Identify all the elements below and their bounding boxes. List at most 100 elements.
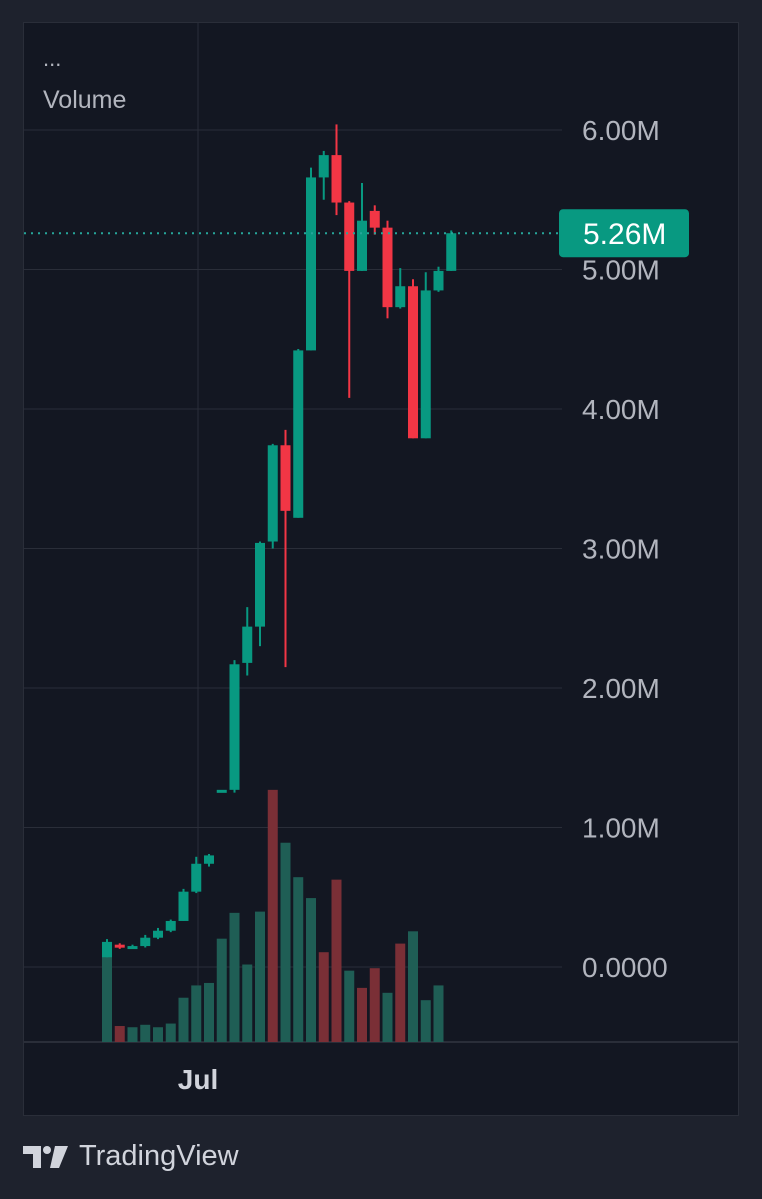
candle-body [229, 664, 240, 790]
candle [344, 201, 355, 398]
chart-frame[interactable] [23, 22, 739, 1116]
candle-body [369, 210, 380, 228]
candle-body [153, 930, 163, 938]
candle-body [408, 286, 418, 439]
candle-body [331, 155, 342, 203]
candle [280, 429, 291, 668]
candle-body [357, 220, 367, 271]
y-tick-label: 2.00M [582, 673, 660, 704]
last-value-label: 5.26M [583, 218, 666, 251]
volume-bar [178, 997, 189, 1042]
candle-body [382, 227, 393, 308]
tradingview-logo-icon [23, 1145, 68, 1168]
volume-bar [331, 879, 342, 1042]
candle-body [102, 941, 112, 958]
candle-body [165, 920, 176, 931]
candle-body [318, 155, 329, 178]
candle-body [178, 891, 189, 921]
volume-bar [395, 943, 406, 1042]
candle-body [216, 789, 227, 793]
candle [318, 150, 329, 200]
candle [382, 220, 393, 319]
brand-name: TradingView [79, 1140, 239, 1172]
candle [114, 943, 125, 949]
volume-bar [102, 950, 112, 1042]
y-tick-label: 5.00M [582, 255, 660, 286]
candle [216, 789, 227, 793]
volume-bar [306, 898, 316, 1042]
candle-body [191, 863, 202, 892]
y-tick-label: 1.00M [582, 813, 660, 844]
volume-bar [369, 968, 380, 1042]
volume-bar [408, 931, 418, 1042]
candle [306, 167, 316, 351]
volume-bar [280, 842, 291, 1042]
y-tick-label: 6.00M [582, 115, 660, 146]
candle [446, 230, 457, 271]
volume-bar [382, 992, 393, 1042]
volume-bar [191, 985, 202, 1042]
y-tick-label: 3.00M [582, 534, 660, 565]
last-value-badge [559, 209, 689, 258]
volume-bar [242, 964, 253, 1042]
candle [369, 205, 380, 235]
candle-body [114, 944, 125, 948]
candle-body [306, 177, 316, 351]
volume-bar [420, 1000, 431, 1042]
candle-body [204, 855, 214, 864]
tradingview-brand[interactable]: TradingView [23, 1140, 239, 1173]
candle-body [280, 445, 291, 511]
candle [255, 541, 265, 647]
candle-body [344, 202, 355, 271]
candle-body [446, 233, 457, 271]
candle [420, 272, 431, 439]
candle-body [420, 290, 431, 439]
candle [229, 660, 240, 793]
candle [331, 124, 342, 216]
candle-body [255, 542, 265, 627]
volume-bar [267, 789, 278, 1042]
candle [153, 927, 163, 940]
volume-bar [433, 985, 444, 1042]
candle [140, 934, 151, 948]
candle-body [395, 286, 406, 308]
candle [267, 443, 278, 549]
candle-body [433, 270, 444, 291]
candle [178, 888, 189, 921]
volume-bar [127, 1027, 138, 1042]
x-tick-label: Jul [178, 1064, 218, 1095]
volume-bar [357, 987, 367, 1042]
legend-title: Volume [43, 86, 127, 114]
candle [127, 944, 138, 950]
candle [408, 279, 418, 439]
candle [191, 856, 202, 894]
candle [357, 183, 367, 271]
volume-bar [114, 1026, 125, 1042]
candle [433, 266, 444, 292]
candle [395, 268, 406, 309]
volume-bar [153, 1027, 163, 1042]
y-tick-label: 4.00M [582, 394, 660, 425]
candle [165, 919, 176, 933]
candle-body [127, 946, 138, 950]
volume-bar [165, 1023, 176, 1042]
candle-body [242, 626, 253, 663]
volume-bar [229, 912, 240, 1042]
candle [102, 939, 112, 958]
volume-bar [293, 877, 304, 1042]
y-tick-label: 0.0000 [582, 952, 668, 983]
candle [293, 349, 304, 518]
candle [204, 854, 214, 867]
volume-bar [216, 938, 227, 1042]
legend-more-dots[interactable]: ... [43, 46, 62, 71]
candle [242, 607, 253, 676]
candle-body [140, 937, 151, 947]
volume-bar [204, 982, 214, 1042]
volume-bar [255, 911, 265, 1042]
volume-bar [318, 952, 329, 1042]
candle-body [293, 350, 304, 518]
volume-bar [140, 1024, 151, 1042]
candle-body [267, 445, 278, 542]
volume-bar [344, 970, 355, 1042]
